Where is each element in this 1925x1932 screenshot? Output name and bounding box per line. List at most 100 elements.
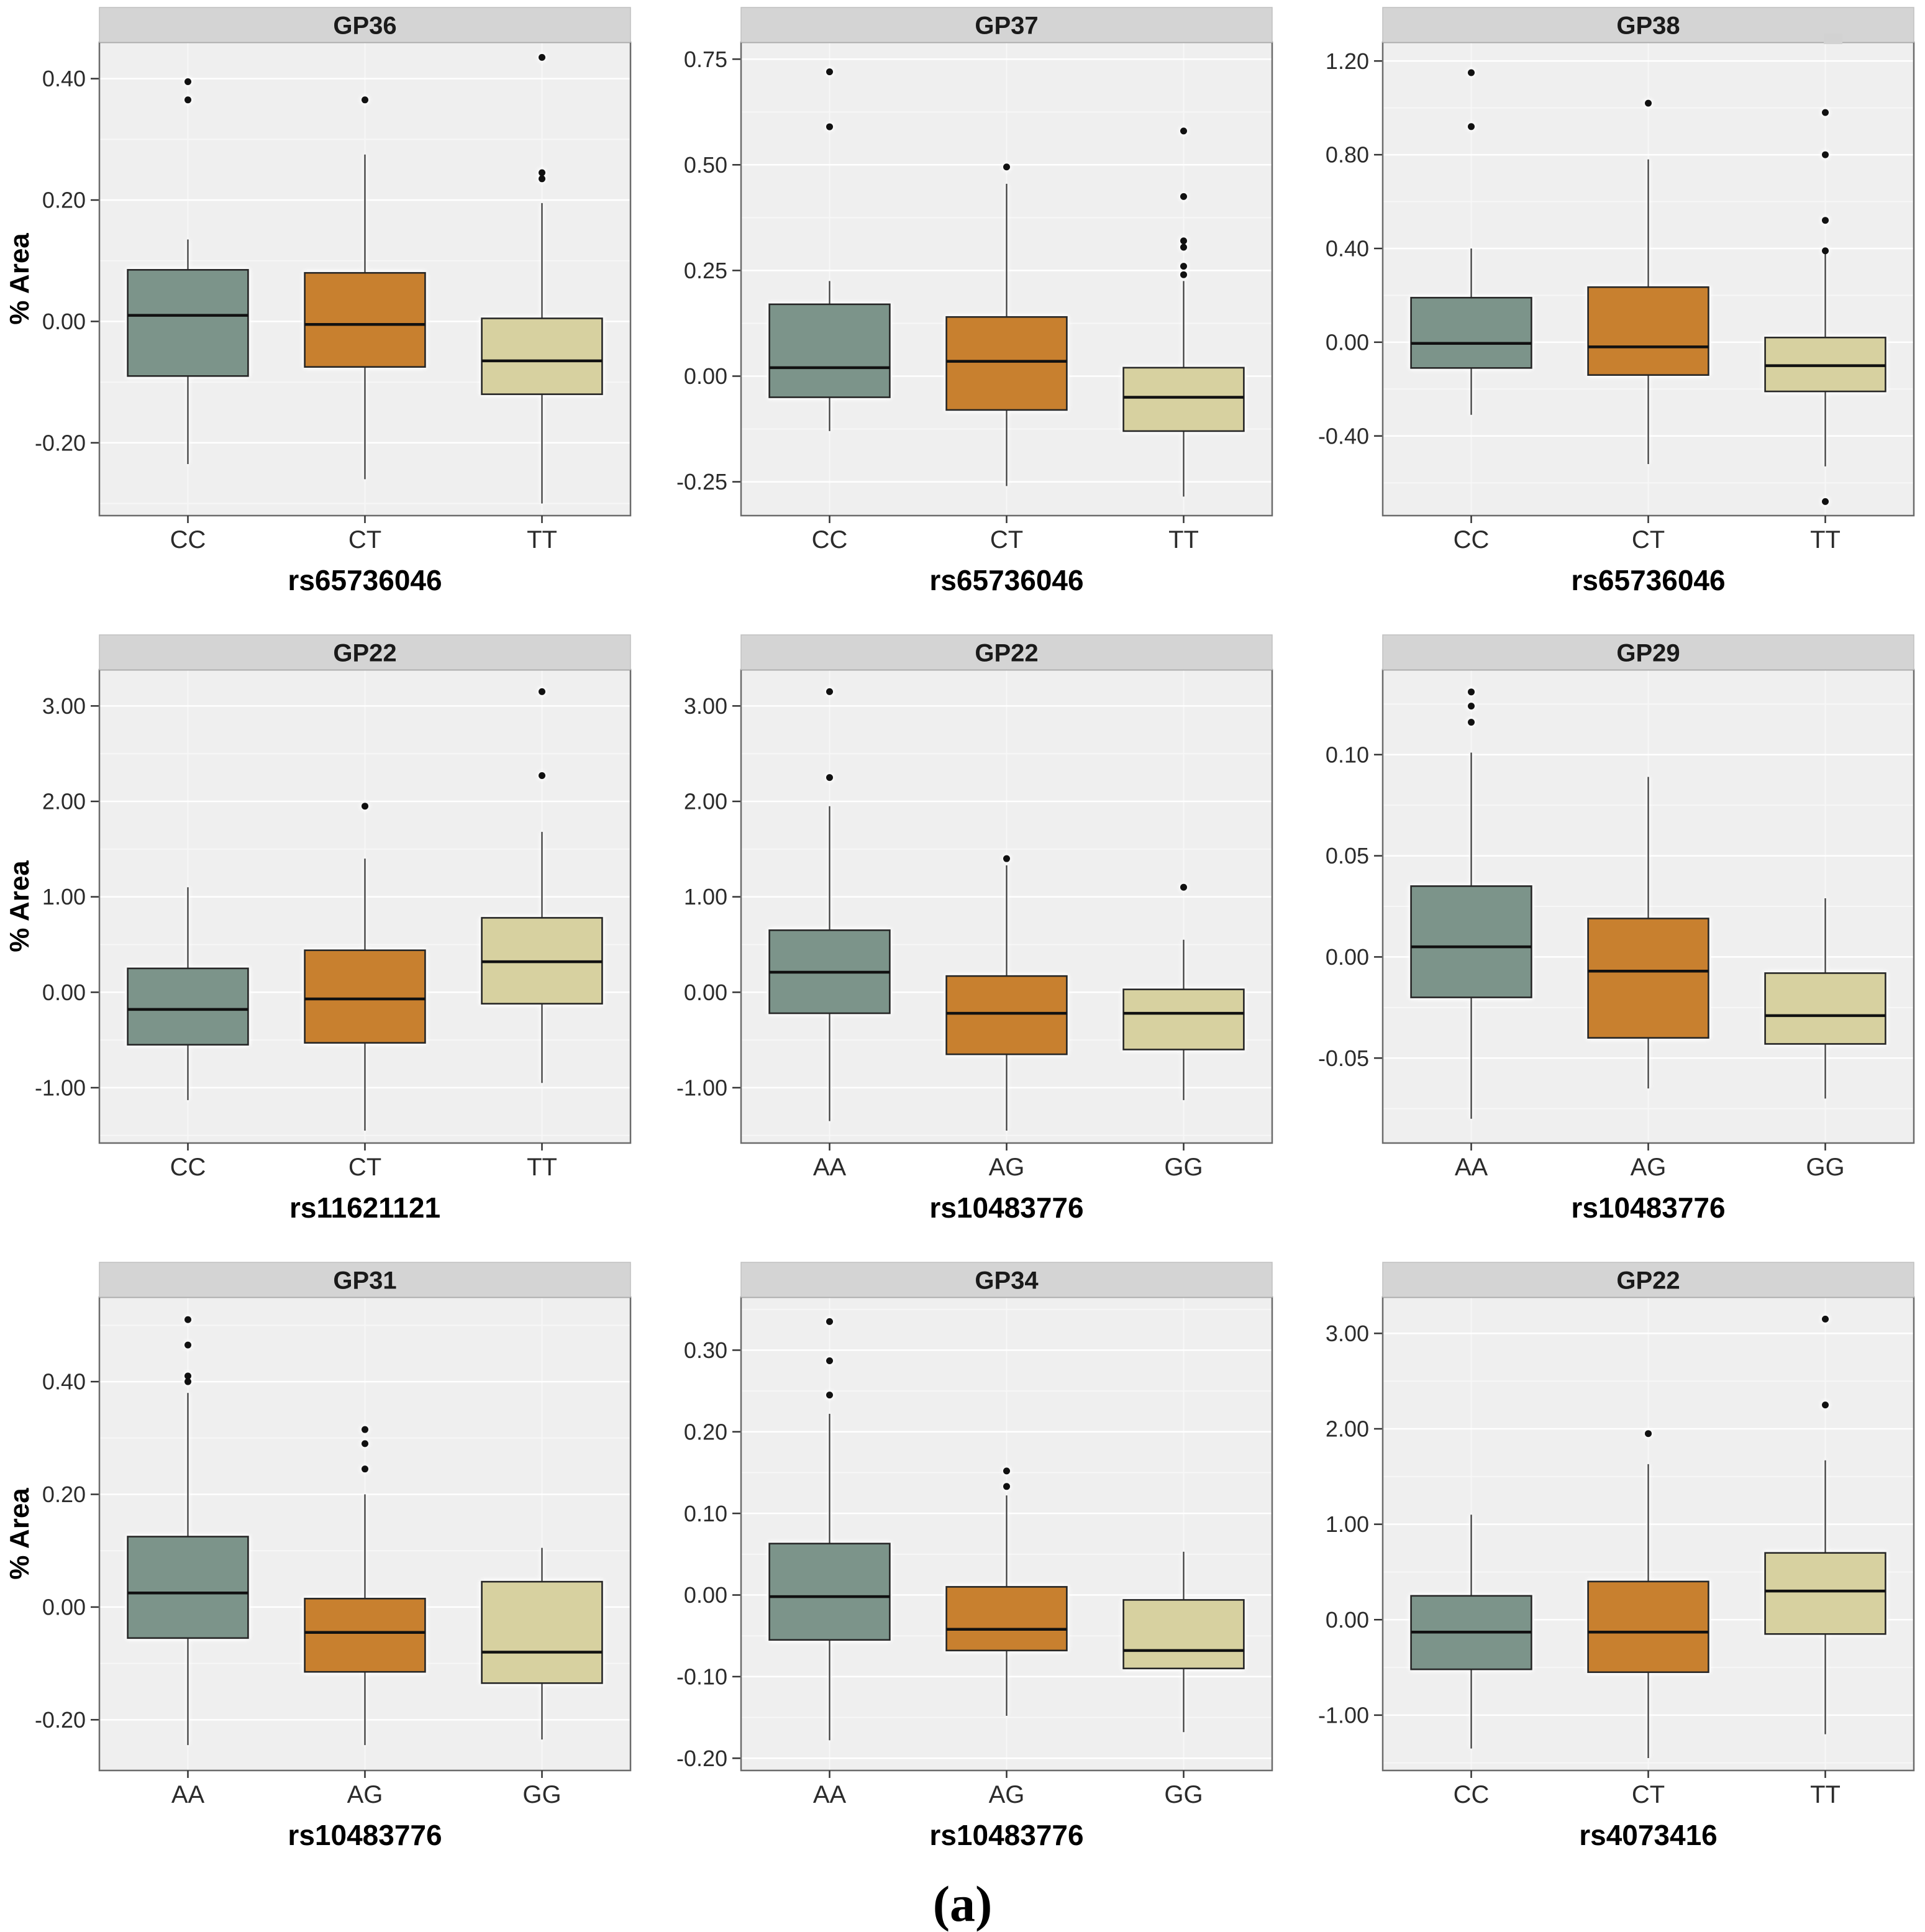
outlier-point: [1468, 69, 1475, 76]
outlier-point: [362, 1465, 368, 1473]
iqr-box: [945, 975, 1068, 1055]
x-category-label: TT: [527, 526, 557, 554]
y-tick-label: 0.10: [684, 1501, 727, 1526]
iqr-box: [304, 949, 426, 1044]
panel-gp31-rs10483776: 0.40 0.20 0.00 -0.20 GP31 AA AG GG rs10483776 % A…: [0, 1255, 642, 1882]
box-GG: [481, 1547, 603, 1740]
y-tick-label: 1.00: [42, 884, 86, 909]
x-category-label: AG: [989, 1781, 1025, 1808]
x-category-label: AG: [347, 1781, 383, 1808]
outlier-point: [1180, 271, 1187, 278]
x-axis-title: rs65736046: [288, 564, 442, 596]
y-tick-label: 0.25: [684, 258, 727, 283]
strip-header: [99, 1262, 631, 1298]
panel-gp22-rs11621121: 3.00 2.00 1.00 0.00 -1.00 GP22 CC CT TT rs1162112…: [0, 627, 642, 1255]
panel-title: GP22: [1616, 1267, 1680, 1294]
y-tick-label: 0.50: [684, 152, 727, 178]
x-category-label: CC: [1454, 526, 1490, 554]
boxplot-grid: 0.40 0.20 0.00 -0.20 GP36 CC CT TT rs65736046 % A…: [0, 0, 1925, 1882]
outlier-point: [1180, 237, 1187, 245]
panel-title: GP31: [333, 1267, 396, 1294]
x-axis-title: rs10483776: [929, 1819, 1083, 1851]
outlier-point: [1003, 1483, 1010, 1490]
box-TT: [1764, 1315, 1886, 1734]
y-tick-label: -0.25: [676, 469, 727, 494]
outlier-point: [1822, 217, 1829, 224]
outlier-point: [539, 688, 545, 695]
outlier-point: [826, 1357, 833, 1364]
strip-header: [99, 7, 631, 43]
y-tick-label: 2.00: [684, 789, 727, 814]
iqr-box: [481, 1580, 603, 1684]
boxplot-svg: 0.40 0.20 0.00 -0.20 GP31 AA AG GG rs10483776 % A…: [4, 1262, 632, 1851]
iqr-box: [127, 1536, 249, 1639]
y-tick-label: 0.10: [1326, 742, 1369, 767]
iqr-box: [1764, 1552, 1886, 1635]
y-tick-label: 0.00: [684, 1582, 727, 1608]
panel-title: GP22: [975, 639, 1038, 667]
strip-header: [1382, 634, 1914, 670]
outlier-point: [184, 1341, 191, 1349]
y-tick-label: 1.00: [1326, 1511, 1369, 1537]
y-axis-title: % Area: [4, 233, 35, 325]
box-GG: [1122, 1551, 1245, 1733]
iqr-box: [768, 303, 891, 398]
y-tick-label: 3.00: [42, 693, 86, 719]
y-axis-title: % Area: [4, 860, 35, 952]
boxplot-svg: 3.00 2.00 1.00 0.00 -1.00 GP22 CC CT TT rs4073416: [1318, 1262, 1915, 1851]
outlier-point: [1003, 855, 1010, 862]
box-GG: [1122, 883, 1245, 1100]
panel-gp22-rs10483776: 3.00 2.00 1.00 0.00 -1.00 GP22 AA AG GG rs1048377…: [642, 627, 1283, 1255]
y-tick-label: 0.40: [42, 66, 86, 91]
panel-gp29-rs10483776: 0.10 0.05 0.00 -0.05 GP29 AA AG GG rs10483776: [1283, 627, 1925, 1255]
strip-header: [1382, 1262, 1914, 1298]
x-category-label: CT: [348, 1154, 381, 1181]
x-axis-title: rs4073416: [1579, 1819, 1718, 1851]
outlier-point: [1822, 1401, 1829, 1409]
box-CC: [127, 887, 249, 1100]
outlier-point: [1180, 127, 1187, 135]
x-category-label: CT: [348, 526, 381, 554]
y-tick-label: -0.20: [676, 1746, 727, 1771]
outlier-point: [826, 1318, 833, 1325]
outlier-point: [1003, 163, 1010, 171]
outlier-point: [1822, 498, 1829, 505]
outlier-point: [184, 96, 191, 104]
x-category-label: CC: [1454, 1781, 1490, 1808]
x-axis-title: rs10483776: [1571, 1192, 1725, 1224]
box-TT: [1122, 127, 1245, 497]
box-CT: [304, 803, 426, 1131]
x-category-label: GG: [522, 1781, 561, 1808]
x-axis-title: rs65736046: [1571, 564, 1725, 596]
outlier-point: [1645, 99, 1652, 107]
y-tick-label: 0.00: [42, 1595, 86, 1620]
box-AA: [768, 688, 891, 1121]
y-tick-label: 0.20: [42, 188, 86, 213]
outlier-point: [826, 123, 833, 130]
x-axis-title: rs65736046: [929, 564, 1083, 596]
panel-gp22-rs4073416: 3.00 2.00 1.00 0.00 -1.00 GP22 CC CT TT rs4073416: [1283, 1255, 1925, 1882]
y-tick-label: -1.00: [1318, 1702, 1369, 1728]
outlier-point: [184, 1316, 191, 1323]
iqr-box: [127, 269, 249, 377]
outlier-point: [539, 175, 545, 183]
y-tick-label: 3.00: [1326, 1321, 1369, 1346]
iqr-box: [1122, 1599, 1245, 1670]
box-AA: [768, 1318, 891, 1741]
y-tick-label: 0.00: [684, 363, 727, 389]
strip-header: [740, 7, 1273, 43]
outlier-point: [184, 1378, 191, 1385]
iqr-box: [127, 967, 249, 1046]
panel-title: GP29: [1616, 639, 1680, 667]
strip-header: [99, 634, 631, 670]
x-category-label: GG: [1164, 1781, 1203, 1808]
outlier-point: [184, 78, 191, 85]
x-category-label: AA: [813, 1781, 847, 1808]
box-AG: [304, 1426, 426, 1746]
panel-gp37-rs65736046: 0.75 0.50 0.25 0.00 -0.25 GP37 CC CT TT rs6573604…: [642, 0, 1283, 627]
strip-header: [740, 1262, 1273, 1298]
outlier-point: [539, 53, 545, 61]
boxplot-svg: 1.20 0.80 0.40 0.00 -0.40 GP38 CC CT TT rs6573604…: [1318, 7, 1915, 596]
panel-title: GP34: [975, 1267, 1039, 1294]
y-tick-label: 0.30: [684, 1337, 727, 1363]
